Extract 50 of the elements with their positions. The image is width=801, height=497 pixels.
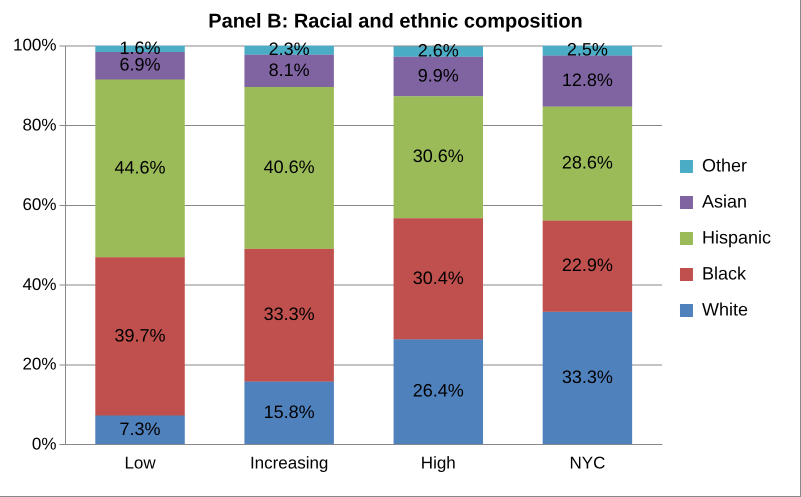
data-label: 39.7%	[114, 325, 166, 346]
bar	[394, 339, 484, 444]
chart-title: Panel B: Racial and ethnic composition	[208, 10, 583, 33]
bar	[542, 106, 632, 221]
x-tick-label: Increasing	[250, 453, 328, 472]
y-tick-label: 60%	[22, 195, 56, 214]
data-label: 33.3%	[562, 366, 613, 387]
data-label: 2.5%	[566, 40, 608, 60]
data-label: 22.9%	[562, 255, 613, 276]
bar	[95, 416, 185, 444]
x-tick-label: High	[420, 453, 456, 472]
data-label: 30.6%	[412, 146, 464, 166]
bar	[542, 220, 632, 312]
data-label: 2.6%	[418, 40, 459, 61]
legend-label: Hispanic	[702, 227, 771, 248]
bar	[542, 312, 632, 444]
legend-label: Other	[702, 155, 747, 176]
data-label: 26.4%	[412, 380, 464, 401]
x-tick-label: Low	[124, 453, 156, 472]
data-label: 8.1%	[268, 60, 310, 80]
bar	[244, 382, 334, 444]
bar	[95, 79, 185, 258]
bar	[394, 218, 484, 340]
data-label: 7.3%	[120, 418, 161, 439]
data-label: 28.6%	[562, 152, 613, 173]
y-tick-label: 0%	[32, 434, 56, 454]
data-label: 6.9%	[120, 54, 161, 75]
data-label: 15.8%	[264, 402, 315, 422]
y-tick-label: 100%	[12, 36, 56, 55]
data-label: 2.3%	[268, 39, 310, 60]
data-label: 44.6%	[114, 157, 166, 178]
y-tick-label: 20%	[22, 354, 56, 374]
legend-label: White	[702, 299, 748, 320]
legend-label: Asian	[702, 191, 747, 212]
bar	[394, 96, 484, 218]
data-label: 12.8%	[562, 70, 613, 90]
data-label: 9.9%	[418, 65, 459, 86]
data-label: 33.3%	[264, 304, 315, 324]
bar	[244, 248, 334, 382]
bar	[394, 56, 484, 96]
x-tick-label: NYC	[569, 453, 606, 472]
data-label: 30.4%	[412, 268, 464, 288]
legend-label: Black	[702, 263, 747, 284]
bar	[244, 87, 334, 249]
data-label: 40.6%	[264, 156, 315, 177]
bar	[95, 257, 185, 416]
bar	[542, 56, 632, 107]
bar	[244, 54, 334, 88]
y-tick-label: 40%	[22, 274, 56, 294]
y-tick-label: 80%	[22, 115, 56, 134]
